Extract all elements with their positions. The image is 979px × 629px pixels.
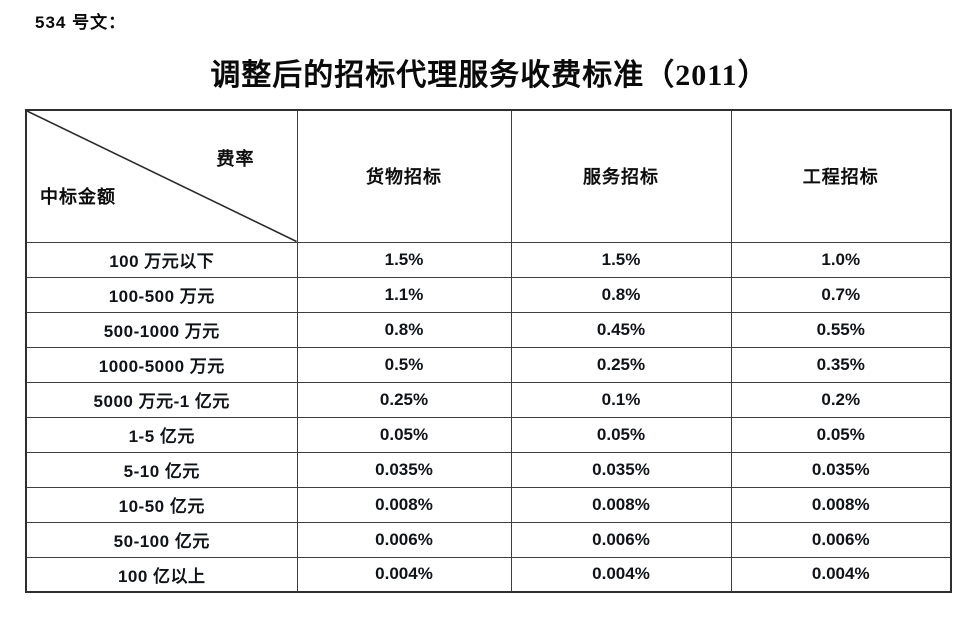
diagonal-line <box>27 111 297 242</box>
row-label: 500-1000 万元 <box>25 311 298 348</box>
diagonal-corner-cell: 费率 中标金额 <box>25 109 298 243</box>
row-label: 10-50 亿元 <box>25 486 298 523</box>
row-label: 100-500 万元 <box>25 276 298 313</box>
fee-cell: 0.45% <box>510 311 732 348</box>
fee-cell: 0.004% <box>510 556 732 593</box>
table-row: 100 万元以下 1.5% 1.5% 1.0% <box>25 241 952 278</box>
fee-cell: 0.006% <box>510 521 732 558</box>
fee-cell: 0.25% <box>296 381 512 418</box>
column-header-engineering-bidding: 工程招标 <box>730 109 952 243</box>
corner-label-bid-amount: 中标金额 <box>40 186 116 207</box>
table-row: 100 亿以上 0.004% 0.004% 0.004% <box>25 556 952 593</box>
column-header-service-bidding: 服务招标 <box>510 109 732 243</box>
fee-cell: 0.004% <box>730 556 952 593</box>
table-row: 5-10 亿元 0.035% 0.035% 0.035% <box>25 451 952 488</box>
table-row: 5000 万元-1 亿元 0.25% 0.1% 0.2% <box>25 381 952 418</box>
row-label: 5-10 亿元 <box>25 451 298 488</box>
fee-cell: 0.008% <box>296 486 512 523</box>
fee-cell: 1.0% <box>730 241 952 278</box>
fee-cell: 0.05% <box>296 416 512 453</box>
fee-cell: 0.5% <box>296 346 512 383</box>
column-header-goods-bidding: 货物招标 <box>296 109 512 243</box>
fee-cell: 0.008% <box>730 486 952 523</box>
table-row: 1000-5000 万元 0.5% 0.25% 0.35% <box>25 346 952 383</box>
fee-cell: 0.006% <box>296 521 512 558</box>
fee-cell: 0.8% <box>296 311 512 348</box>
fee-cell: 0.035% <box>510 451 732 488</box>
fee-cell: 0.55% <box>730 311 952 348</box>
table-header-row: 费率 中标金额 货物招标 服务招标 工程招标 <box>25 109 952 243</box>
row-label: 1-5 亿元 <box>25 416 298 453</box>
page-title: 调整后的招标代理服务收费标准（2011） <box>210 59 769 92</box>
row-label: 5000 万元-1 亿元 <box>25 381 298 418</box>
fee-cell: 0.006% <box>730 521 952 558</box>
fee-cell: 0.2% <box>730 381 952 418</box>
corner-label-rate: 费率 <box>216 149 255 169</box>
document-number-label: 534 号文： <box>35 13 127 32</box>
fee-cell: 0.05% <box>730 416 952 453</box>
fee-cell: 0.8% <box>510 276 732 313</box>
fee-cell: 0.035% <box>296 451 512 488</box>
row-label: 50-100 亿元 <box>25 521 298 558</box>
row-label: 1000-5000 万元 <box>25 346 298 383</box>
table-row: 500-1000 万元 0.8% 0.45% 0.55% <box>25 311 952 348</box>
fee-cell: 0.035% <box>730 451 952 488</box>
fee-cell: 0.008% <box>510 486 732 523</box>
fee-cell: 1.5% <box>296 241 512 278</box>
fee-standard-table: 费率 中标金额 货物招标 服务招标 工程招标 100 万元以下 1.5% 1.5… <box>25 109 952 593</box>
row-label: 100 万元以下 <box>25 241 298 278</box>
fee-cell: 0.1% <box>510 381 732 418</box>
table-row: 10-50 亿元 0.008% 0.008% 0.008% <box>25 486 952 523</box>
fee-cell: 0.004% <box>296 556 512 593</box>
fee-cell: 0.7% <box>730 276 952 313</box>
table-row: 1-5 亿元 0.05% 0.05% 0.05% <box>25 416 952 453</box>
table-row: 50-100 亿元 0.006% 0.006% 0.006% <box>25 521 952 558</box>
fee-cell: 1.1% <box>296 276 512 313</box>
fee-cell: 0.25% <box>510 346 732 383</box>
fee-cell: 0.35% <box>730 346 952 383</box>
fee-cell: 1.5% <box>510 241 732 278</box>
table-row: 100-500 万元 1.1% 0.8% 0.7% <box>25 276 952 313</box>
fee-cell: 0.05% <box>510 416 732 453</box>
row-label: 100 亿以上 <box>25 556 298 593</box>
